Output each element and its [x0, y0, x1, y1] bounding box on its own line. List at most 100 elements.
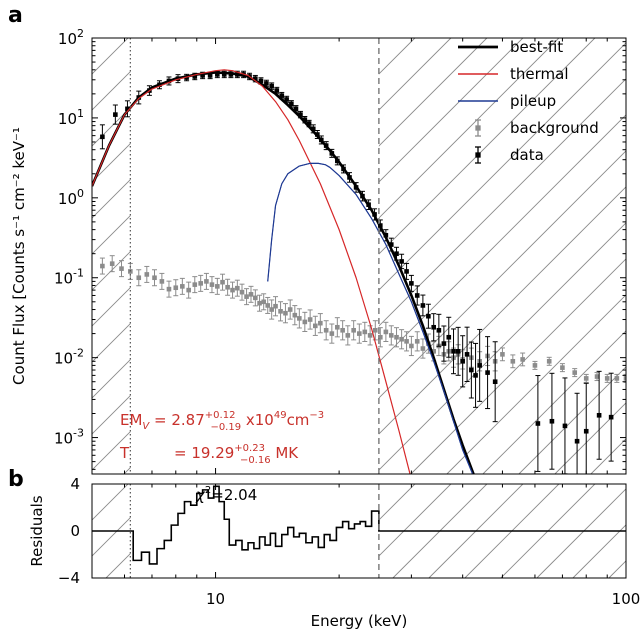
legend-swatch-data — [475, 146, 481, 164]
background-point — [388, 325, 394, 346]
background-point — [499, 347, 505, 362]
background-point — [296, 308, 302, 329]
background-point — [408, 335, 414, 357]
background-point — [372, 320, 378, 341]
legend-label-thermal: thermal — [510, 65, 569, 83]
background-point — [261, 293, 267, 311]
data-point — [455, 326, 461, 376]
hatch-line — [92, 395, 131, 435]
background-point — [302, 311, 308, 333]
background-point — [356, 323, 362, 344]
legend-label-pileup: pileup — [510, 92, 556, 110]
background-point — [317, 313, 323, 334]
hatch-line — [92, 359, 131, 399]
data-point — [436, 313, 442, 347]
hatch-line — [378, 38, 596, 255]
data-point — [414, 285, 420, 306]
y-tick-label: 10-1 — [54, 267, 84, 288]
background-point — [287, 299, 293, 320]
hatch-line — [92, 107, 131, 147]
background-point — [166, 280, 172, 298]
background-point — [394, 327, 400, 348]
fit-range-lines-b — [129, 484, 380, 578]
background-point — [572, 368, 578, 378]
data-point — [473, 342, 479, 408]
legend: best-fit thermal pileup background data — [458, 38, 599, 164]
background-point — [278, 301, 284, 322]
background-point — [351, 320, 357, 341]
plot-frame-a — [91, 37, 627, 475]
hatch-line — [378, 186, 626, 435]
y-tick-label: 10-3 — [54, 427, 84, 448]
data-point — [477, 328, 483, 402]
background-point — [152, 269, 158, 287]
background-point — [532, 360, 538, 370]
hatch-line — [554, 402, 626, 474]
background-point — [136, 269, 142, 287]
background-point — [273, 296, 279, 317]
background-point — [230, 281, 236, 299]
hatch-line — [378, 78, 626, 327]
hatch-line — [378, 38, 416, 75]
hatch-line — [92, 484, 129, 521]
background-point — [334, 317, 340, 338]
background-point — [225, 278, 231, 296]
y-tick-label: 10-2 — [54, 347, 84, 368]
background-point — [192, 276, 198, 294]
hatch-line — [590, 438, 626, 474]
background-point — [583, 373, 589, 383]
background-point — [265, 296, 271, 314]
background-point — [510, 354, 516, 369]
best-fit-curve — [92, 71, 475, 474]
hatch-line — [378, 38, 524, 183]
hatch-line — [410, 258, 626, 474]
panel-b: 10 100 4 0 −4 Residuals Energy (keV) χ2=2.04 — [28, 475, 641, 630]
background-point — [312, 315, 318, 336]
hatch-line — [92, 287, 131, 327]
background-point — [383, 321, 389, 342]
background-point — [414, 331, 420, 352]
y-tick-label: 102 — [58, 27, 84, 48]
residual-step-line — [92, 485, 626, 565]
background-point — [546, 356, 552, 366]
data-point — [464, 326, 470, 383]
background-point — [248, 285, 254, 303]
background-point — [203, 272, 209, 290]
background-point — [345, 325, 351, 346]
hatch-line — [378, 114, 626, 363]
background-point — [214, 277, 220, 295]
data-point — [269, 82, 275, 90]
background-point — [362, 321, 368, 342]
background-point — [244, 288, 250, 306]
thermal-curve — [92, 69, 411, 474]
panel-a: 10-3 10-2 10-1 100 101 102 Count Flux [Counts… — [10, 27, 642, 475]
background-point — [520, 352, 526, 367]
background-point — [179, 277, 185, 295]
fit-range-lines — [129, 38, 380, 474]
y-tick-label-b: 4 — [70, 475, 80, 493]
temperature-annotation: T = 19.29+0.23 −0.16 MK — [119, 443, 299, 466]
data-point — [124, 100, 130, 118]
panel-label-b: b — [8, 467, 24, 492]
data-point — [608, 372, 614, 462]
legend-label-best-fit: best-fit — [510, 38, 563, 56]
background-point — [340, 320, 346, 341]
legend-label-data: data — [510, 146, 544, 164]
hatch-line — [378, 42, 626, 291]
background-point — [292, 305, 298, 326]
data-point — [549, 372, 555, 470]
x-tick-label: 100 — [612, 590, 641, 608]
data-point — [420, 294, 426, 317]
hatch-line — [482, 330, 626, 474]
data-point — [431, 313, 437, 342]
hatch-line — [627, 38, 642, 474]
background-point — [144, 265, 150, 283]
background-point — [329, 323, 335, 344]
background-point — [559, 363, 565, 373]
legend-label-background: background — [510, 119, 599, 137]
y-tick-label-b: −4 — [58, 569, 80, 587]
background-point — [119, 260, 125, 278]
data-point — [446, 316, 452, 358]
background-point — [234, 279, 240, 297]
